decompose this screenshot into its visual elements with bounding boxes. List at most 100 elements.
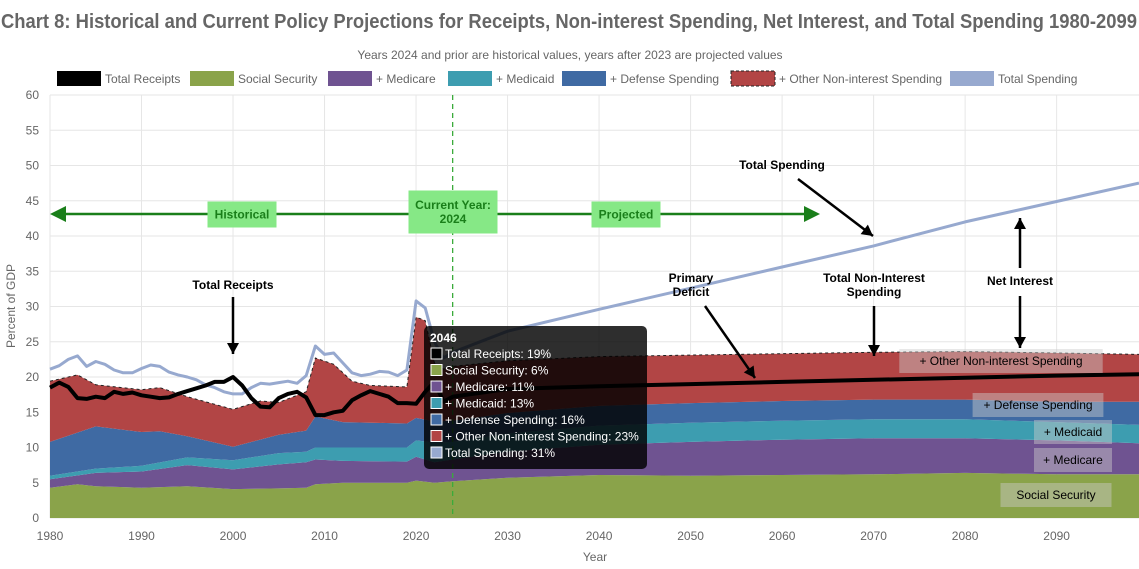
tooltip-title: 2046 (430, 331, 457, 345)
x-tick-label: 2060 (769, 529, 796, 543)
legend-label-6: Total Spending (998, 72, 1077, 86)
total-receipts-annotation: Total Receipts (192, 278, 273, 292)
tooltip-swatch-3 (430, 397, 443, 409)
area-3 (50, 399, 1139, 476)
tooltip: 2046 Total Receipts: 19% Social Security: … (424, 326, 647, 469)
area-label-defense-bg (972, 393, 1104, 417)
legend-swatch-2 (328, 71, 372, 86)
net-interest-annotation: Net Interest (987, 274, 1053, 288)
tooltip-row-1: Social Security: 6% (445, 364, 549, 378)
tooltip-row-4: + Defense Spending: 16% (445, 413, 585, 427)
area-2 (50, 419, 1139, 480)
legend-swatch-0 (57, 71, 101, 86)
x-tick-label: 2020 (403, 529, 430, 543)
timeline-arrowhead-right (804, 206, 820, 222)
area-label-medicare: + Medicare (1043, 453, 1103, 467)
legend-swatch-4 (562, 71, 606, 86)
x-tick-label: 2070 (860, 529, 887, 543)
primary-deficit-annotation-1: Primary (669, 271, 714, 285)
legend-label-1: Social Security (238, 72, 317, 86)
legend: Total Receipts Social Security + Medicare +… (57, 70, 1077, 87)
area-label-social-security: Social Security (1016, 488, 1095, 502)
y-axis-label: Percent of GDP (4, 264, 18, 348)
chart-title: Chart 8: Historical and Current Policy P… (1, 10, 1137, 33)
tooltip-swatch-0 (430, 347, 443, 360)
y-tick-label: 20 (26, 370, 40, 384)
tooltip-swatch-5 (430, 430, 443, 442)
x-axis-label: Year (583, 550, 607, 564)
x-tick-label: 2030 (494, 529, 521, 543)
y-tick-label: 10 (26, 441, 40, 455)
tooltip-row-3: + Medicaid: 13% (445, 397, 534, 411)
legend-label-2: + Medicare (376, 72, 436, 86)
y-tick-label: 35 (26, 264, 40, 278)
primary-deficit-annotation-2: Deficit (673, 285, 710, 299)
total-spending-arrow-shaft (797, 178, 874, 237)
noninterest-annotation-2: Spending (847, 285, 902, 299)
tooltip-row-6: Total Spending: 31% (445, 446, 555, 460)
timeline-arrowhead-left (50, 206, 66, 222)
tooltip-swatch-1 (430, 364, 443, 376)
area-label-social-security-bg (1000, 483, 1112, 507)
legend-swatch-3 (448, 71, 492, 86)
y-tick-label: 5 (32, 476, 39, 490)
y-tick-label: 15 (26, 405, 40, 419)
legend-swatch-1 (190, 71, 234, 86)
current-year-label-text: Current Year: (415, 198, 491, 212)
annotations: Historical Current Year:2024 Projected Tota… (50, 158, 1112, 507)
area-label-defense: + Defense Spending (983, 398, 1092, 412)
historical-label-text: Historical (215, 208, 270, 222)
legend-label-4: + Defense Spending (610, 72, 719, 86)
historical-label-box (207, 201, 277, 228)
x-tick-label: 1980 (37, 529, 64, 543)
x-tick-label: 2010 (311, 529, 338, 543)
x-tick-label: 2050 (677, 529, 704, 543)
noninterest-arrow-head (868, 345, 880, 356)
y-tick-label: 50 (26, 159, 40, 173)
x-tick-label: 2080 (952, 529, 979, 543)
x-tick-label: 1990 (128, 529, 155, 543)
axes: 0 5 10 15 20 25 30 35 40 45 50 55 60 1980 1990 2000 2010… (26, 88, 1071, 543)
legend-swatch-5 (730, 70, 776, 87)
legend-swatch-6 (950, 71, 994, 86)
area-label-medicare-bg (1034, 448, 1112, 472)
other-spending-outline (49, 316, 1139, 410)
y-tick-label: 55 (26, 123, 40, 137)
legend-label-5: + Other Non-interest Spending (779, 72, 942, 86)
tooltip-row-2: + Medicare: 11% (445, 380, 535, 394)
current-year-label-box (408, 190, 498, 234)
area-0 (50, 472, 1139, 518)
primary-deficit-arrow-shaft (703, 305, 757, 379)
tooltip-swatch-6 (430, 446, 443, 459)
tooltip-row-5: + Other Non-interest Spending: 23% (445, 430, 639, 444)
area-label-other: + Other Non-interest Spending (919, 354, 1082, 368)
tooltip-row-0: Total Receipts: 19% (445, 347, 551, 361)
projected-label-box (591, 201, 661, 228)
x-tick-label: 2000 (220, 529, 247, 543)
y-tick-label: 0 (32, 511, 39, 525)
current-year-label-text: 2024 (440, 212, 467, 226)
y-tick-label: 60 (26, 88, 40, 102)
y-tick-label: 45 (26, 194, 40, 208)
x-tick-label: 2040 (586, 529, 613, 543)
tooltip-box (424, 326, 647, 469)
area-label-medicaid: + Medicaid (1044, 425, 1102, 439)
tooltip-swatch-2 (430, 380, 443, 393)
total-spending-annotation: Total Spending (739, 158, 825, 172)
area-label-medicaid-bg (1034, 420, 1112, 444)
y-tick-label: 25 (26, 335, 40, 349)
primary-deficit-arrow-head (743, 365, 755, 378)
total-spending-arrow-head (860, 224, 873, 236)
legend-label-3: + Medicaid (496, 72, 554, 86)
area-label-other-bg (899, 349, 1103, 373)
y-tick-label: 40 (26, 229, 40, 243)
net-interest-arrow-up-head (1014, 218, 1026, 229)
x-tick-label: 2090 (1043, 529, 1070, 543)
projected-label-text: Projected (599, 208, 654, 222)
total-receipts-arrow-head (227, 343, 239, 354)
chart-subtitle: Years 2024 and prior are historical valu… (357, 48, 782, 62)
tooltip-swatch-4 (430, 413, 443, 426)
net-interest-arrow-down-head (1014, 337, 1026, 348)
